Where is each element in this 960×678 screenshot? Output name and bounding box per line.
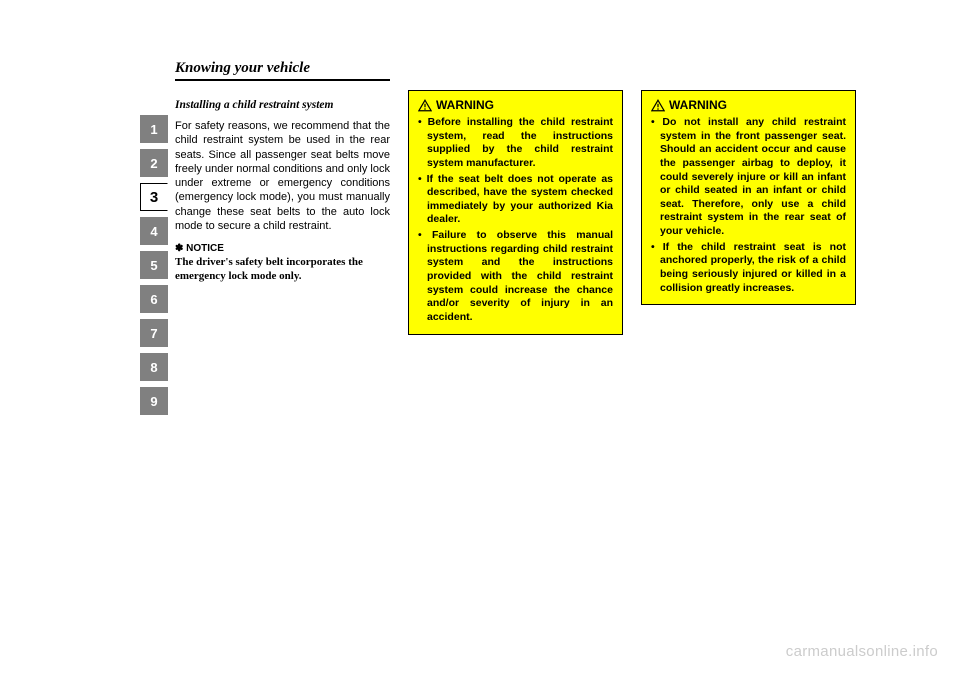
warning-triangle-icon: [418, 99, 432, 112]
chapter-title: Knowing your vehicle: [175, 60, 390, 81]
warning-list: Do not install any child restraint syste…: [651, 116, 846, 295]
column-2: WARNING Before installing the child rest…: [408, 90, 623, 335]
column-3: WARNING Do not install any child restrai…: [641, 90, 856, 335]
warning-item: Do not install any child restraint syste…: [651, 116, 846, 239]
body-paragraph: For safety reasons, we recommend that th…: [175, 119, 390, 233]
warning-item: Failure to observe this manual instructi…: [418, 229, 613, 324]
warning-title: WARNING: [436, 98, 494, 112]
warning-header: WARNING: [418, 98, 613, 112]
tab-6: 6: [140, 285, 168, 313]
warning-header: WARNING: [651, 98, 846, 112]
tab-9: 9: [140, 387, 168, 415]
section-heading: Installing a child restraint system: [175, 99, 390, 111]
warning-triangle-icon: [651, 99, 665, 112]
tab-2: 2: [140, 149, 168, 177]
warning-list: Before installing the child restraint sy…: [418, 116, 613, 325]
warning-item: If the seat belt does not operate as des…: [418, 173, 613, 228]
chapter-tabs: 1 2 3 4 5 6 7 8 9: [140, 115, 168, 421]
warning-item: Before installing the child restraint sy…: [418, 116, 613, 171]
warning-title: WARNING: [669, 98, 727, 112]
watermark-text: carmanualsonline.info: [786, 643, 938, 660]
warning-item: If the child restraint seat is not ancho…: [651, 241, 846, 296]
notice-text: The driver's safety belt incorporates th…: [175, 256, 390, 284]
notice-label: ✽ NOTICE: [175, 243, 390, 254]
tab-4: 4: [140, 217, 168, 245]
warning-box-1: WARNING Before installing the child rest…: [408, 90, 623, 335]
tab-7: 7: [140, 319, 168, 347]
tab-1: 1: [140, 115, 168, 143]
warning-box-2: WARNING Do not install any child restrai…: [641, 90, 856, 305]
tab-5: 5: [140, 251, 168, 279]
tab-3: 3: [140, 183, 168, 211]
column-1: Knowing your vehicle Installing a child …: [175, 60, 390, 335]
tab-8: 8: [140, 353, 168, 381]
